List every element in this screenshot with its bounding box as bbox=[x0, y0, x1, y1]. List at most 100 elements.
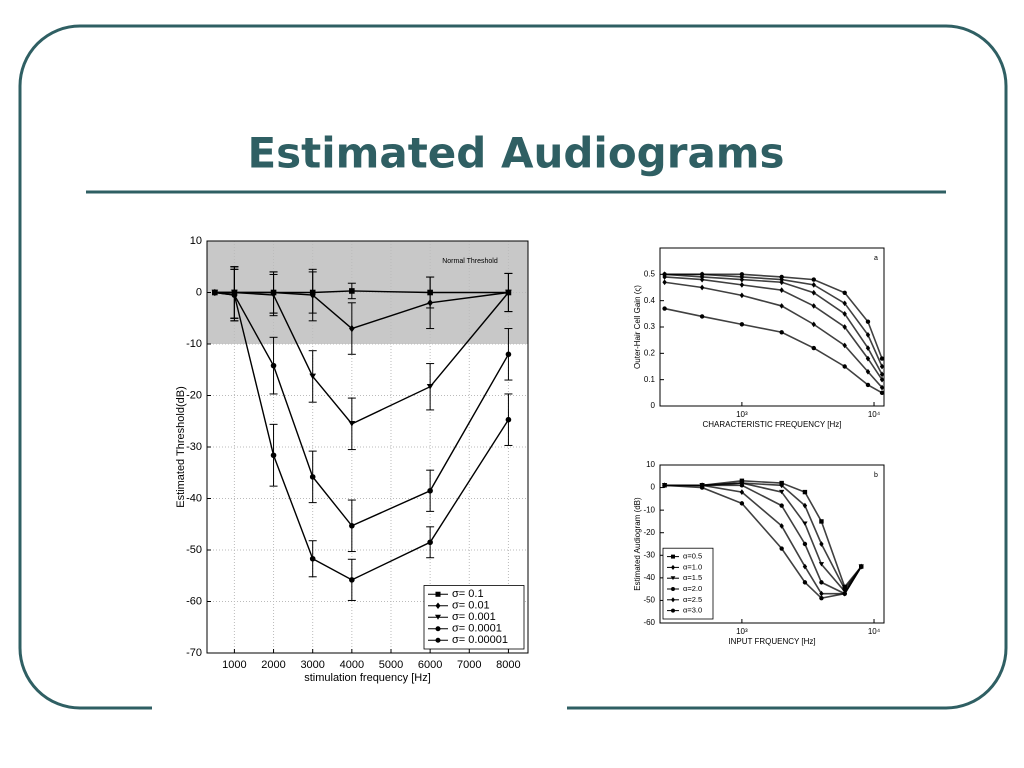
marker bbox=[779, 287, 784, 293]
marker bbox=[505, 351, 512, 358]
marker bbox=[662, 306, 667, 311]
marker bbox=[811, 289, 816, 296]
y-tick-label: 0 bbox=[651, 401, 656, 410]
marker bbox=[879, 384, 885, 391]
marker bbox=[779, 303, 784, 309]
y-tick-label: 10 bbox=[646, 460, 655, 469]
marker bbox=[309, 291, 316, 299]
marker bbox=[349, 577, 355, 583]
marker bbox=[779, 503, 784, 508]
marker bbox=[811, 282, 816, 288]
series-line bbox=[664, 273, 883, 359]
marker bbox=[779, 274, 784, 280]
marker bbox=[739, 322, 745, 327]
y-tick-label: -30 bbox=[186, 441, 202, 453]
y-axis-label: Estimated Audiogram (dB) bbox=[633, 497, 642, 591]
marker bbox=[309, 474, 316, 480]
y-tick-label: -50 bbox=[186, 544, 202, 556]
x-tick-label: 6000 bbox=[418, 659, 442, 671]
marker bbox=[842, 300, 847, 307]
legend-label: α=1.0 bbox=[683, 562, 702, 571]
x-axis-label: CHARACTERISTIC FREQUENCY [Hz] bbox=[703, 420, 842, 429]
y-tick-label: -20 bbox=[643, 528, 655, 537]
marker bbox=[811, 303, 816, 309]
x-tick-label: 10³ bbox=[736, 410, 748, 419]
marker bbox=[818, 562, 825, 567]
series-line bbox=[664, 276, 883, 381]
marker bbox=[739, 282, 745, 288]
legend-label: α=1.5 bbox=[683, 573, 702, 582]
annotation: Normal Threshold bbox=[442, 258, 498, 265]
y-tick-label: -60 bbox=[186, 595, 202, 607]
marker bbox=[505, 416, 512, 423]
marker bbox=[671, 554, 675, 559]
marker bbox=[699, 272, 705, 277]
marker bbox=[842, 310, 847, 317]
y-tick-label: -50 bbox=[643, 596, 655, 605]
marker bbox=[859, 564, 864, 569]
marker bbox=[671, 608, 675, 613]
y-tick-label: -60 bbox=[643, 618, 655, 627]
marker bbox=[670, 576, 676, 581]
marker bbox=[427, 539, 433, 546]
marker bbox=[270, 362, 277, 369]
slide-title: Estimated Audiograms bbox=[247, 129, 784, 178]
y-tick-label: 0.2 bbox=[644, 348, 656, 357]
legend-label: α=3.0 bbox=[683, 606, 702, 615]
x-axis-label: INPUT FRQUENCY [Hz] bbox=[728, 637, 815, 646]
marker bbox=[802, 489, 808, 495]
series-line bbox=[664, 484, 862, 595]
marker bbox=[505, 289, 512, 296]
marker bbox=[349, 324, 355, 333]
marker bbox=[811, 277, 816, 282]
marker bbox=[699, 284, 705, 291]
y-tick-label: -40 bbox=[186, 492, 202, 504]
marker bbox=[779, 546, 784, 551]
marker bbox=[879, 371, 885, 378]
x-tick-label: 8000 bbox=[496, 659, 520, 671]
marker bbox=[212, 289, 218, 296]
y-tick-label: 10 bbox=[190, 235, 202, 247]
marker bbox=[779, 276, 784, 283]
x-tick-label: 10⁴ bbox=[868, 627, 881, 636]
y-tick-label: -10 bbox=[186, 338, 202, 350]
marker bbox=[435, 637, 441, 643]
marker bbox=[349, 522, 355, 529]
marker bbox=[739, 501, 745, 506]
marker bbox=[671, 597, 675, 603]
marker bbox=[879, 356, 885, 361]
plot-frame bbox=[659, 247, 885, 407]
series-line bbox=[664, 484, 862, 600]
marker bbox=[699, 485, 705, 490]
marker bbox=[879, 390, 885, 396]
x-tick-label: 4000 bbox=[340, 659, 364, 671]
y-tick-label: 0.5 bbox=[644, 269, 656, 278]
y-tick-label: 0 bbox=[196, 286, 202, 298]
slide-gap bbox=[152, 706, 567, 710]
marker bbox=[671, 587, 675, 591]
annotation: b bbox=[874, 472, 878, 479]
marker bbox=[435, 591, 441, 597]
marker bbox=[779, 330, 784, 335]
annotation: a bbox=[874, 255, 878, 262]
marker bbox=[802, 580, 808, 585]
marker bbox=[739, 489, 745, 495]
y-tick-label: 0.3 bbox=[644, 322, 656, 331]
plot-area bbox=[660, 248, 884, 406]
marker bbox=[842, 342, 847, 349]
x-tick-label: 5000 bbox=[379, 659, 403, 671]
marker bbox=[739, 274, 745, 280]
legend-label: α=0.5 bbox=[683, 552, 702, 561]
y-tick-label: -40 bbox=[643, 573, 655, 582]
marker bbox=[819, 595, 824, 601]
marker bbox=[802, 563, 808, 570]
marker bbox=[865, 382, 871, 388]
marker bbox=[427, 487, 433, 494]
x-tick-label: 7000 bbox=[457, 659, 481, 671]
marker bbox=[811, 345, 816, 351]
marker bbox=[699, 314, 705, 319]
marker bbox=[739, 483, 745, 488]
x-tick-label: 2000 bbox=[261, 659, 285, 671]
y-tick-label: 0.4 bbox=[644, 296, 656, 305]
